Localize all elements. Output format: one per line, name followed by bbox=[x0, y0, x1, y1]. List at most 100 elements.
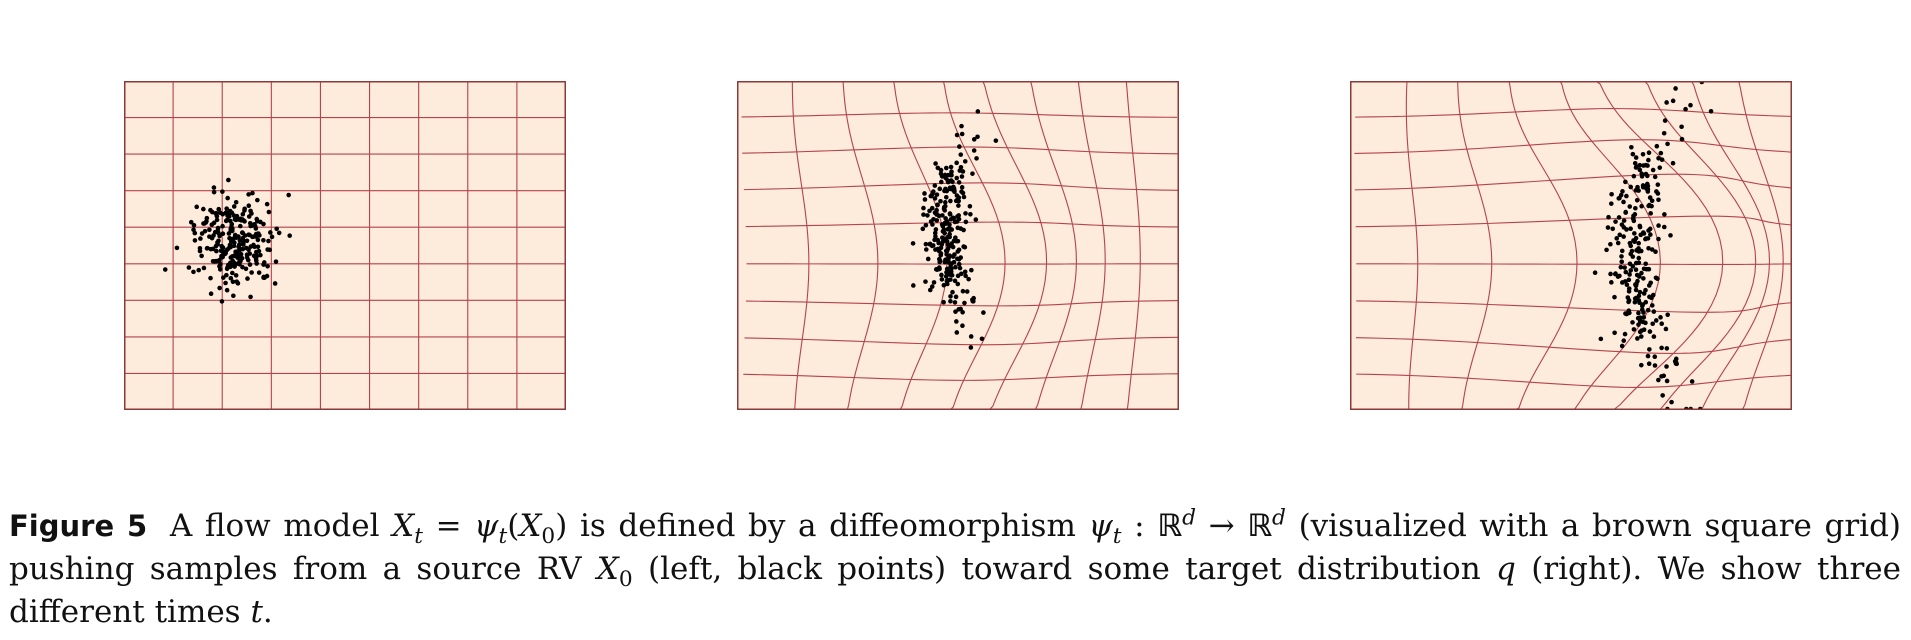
sample-point bbox=[1665, 312, 1670, 318]
sample-point bbox=[1640, 152, 1646, 157]
sample-point bbox=[954, 193, 960, 198]
sample-point bbox=[947, 212, 953, 217]
sample-point bbox=[253, 226, 259, 231]
sample-point bbox=[233, 261, 239, 267]
sample-point bbox=[1645, 163, 1650, 168]
sample-point bbox=[1621, 338, 1627, 343]
sample-point bbox=[1665, 141, 1670, 147]
sample-point bbox=[1645, 353, 1651, 359]
panel-background bbox=[738, 82, 1178, 409]
sample-point bbox=[1634, 198, 1640, 203]
sample-point bbox=[1633, 205, 1638, 211]
sample-point bbox=[950, 254, 956, 259]
sample-point bbox=[246, 203, 252, 209]
sample-point bbox=[243, 266, 249, 272]
sample-point bbox=[955, 281, 961, 287]
sample-point bbox=[249, 211, 254, 216]
sample-point bbox=[276, 230, 282, 236]
sample-point bbox=[974, 156, 979, 161]
sample-point bbox=[1656, 223, 1661, 228]
sample-point bbox=[265, 263, 270, 269]
sample-point bbox=[1639, 303, 1645, 309]
sample-point bbox=[1664, 378, 1670, 384]
sample-point bbox=[947, 222, 952, 227]
sample-point bbox=[261, 237, 266, 243]
grid-line-horizontal bbox=[1354, 139, 1792, 154]
sample-point bbox=[950, 244, 956, 250]
sample-point bbox=[962, 159, 968, 164]
sample-point bbox=[929, 284, 935, 289]
caption-text-3: (visualized with a brown square grid) pu… bbox=[9, 508, 1902, 587]
sample-point bbox=[975, 134, 980, 140]
sample-point bbox=[931, 280, 937, 285]
grid-line-horizontal bbox=[745, 300, 1179, 307]
sample-point bbox=[207, 227, 212, 233]
sample-point bbox=[920, 226, 926, 232]
sample-point bbox=[174, 245, 180, 251]
sample-point bbox=[942, 172, 948, 178]
sample-point bbox=[935, 165, 941, 171]
sample-point bbox=[922, 197, 928, 202]
panel-frame bbox=[124, 81, 566, 410]
sample-point bbox=[943, 221, 949, 226]
sample-point bbox=[1648, 232, 1653, 237]
sample-point bbox=[1670, 160, 1676, 166]
sample-point bbox=[1641, 315, 1647, 320]
grid-line-horizontal bbox=[1356, 263, 1792, 265]
sample-point bbox=[1632, 239, 1637, 245]
sample-point bbox=[1614, 236, 1620, 241]
sample-point bbox=[192, 238, 198, 243]
sample-point bbox=[204, 215, 210, 221]
sample-point bbox=[960, 309, 965, 315]
panel-right-svg bbox=[1350, 81, 1792, 410]
sample-point bbox=[209, 222, 215, 228]
sample-point bbox=[962, 269, 968, 275]
sample-point bbox=[266, 238, 271, 244]
sample-point bbox=[955, 225, 961, 231]
math-diffeomorphism: ψt : ℝd → ℝd bbox=[1088, 505, 1286, 550]
sample-point bbox=[1645, 173, 1650, 179]
sample-point bbox=[1646, 245, 1651, 251]
sample-point bbox=[1645, 307, 1651, 313]
sample-point bbox=[956, 261, 962, 267]
sample-point bbox=[951, 238, 957, 244]
sample-point bbox=[911, 283, 916, 288]
sample-point bbox=[162, 267, 168, 272]
sample-point bbox=[217, 285, 222, 291]
grid-line-horizontal bbox=[743, 182, 1179, 191]
sample-point bbox=[1636, 249, 1642, 254]
sample-point bbox=[1608, 201, 1614, 206]
panel-right-grid bbox=[1350, 81, 1792, 410]
sample-point bbox=[1649, 247, 1655, 252]
sample-point bbox=[244, 252, 250, 257]
sample-point bbox=[1659, 321, 1665, 327]
sample-point bbox=[231, 204, 237, 209]
sample-point bbox=[970, 171, 975, 176]
sample-point bbox=[1633, 287, 1639, 293]
sample-point bbox=[959, 189, 964, 194]
sample-point bbox=[964, 289, 970, 294]
sample-point bbox=[1650, 321, 1655, 327]
sample-point bbox=[199, 253, 204, 259]
sample-point bbox=[970, 298, 976, 304]
sample-point bbox=[935, 237, 941, 243]
sample-point bbox=[993, 138, 999, 143]
grid-line-vertical bbox=[1691, 81, 1771, 410]
sample-point bbox=[924, 247, 929, 252]
sample-point bbox=[945, 179, 951, 185]
sample-point bbox=[1648, 280, 1653, 286]
sample-point bbox=[286, 192, 291, 198]
sample-point bbox=[1619, 248, 1625, 254]
sample-point bbox=[1632, 299, 1638, 305]
sample-point bbox=[1632, 212, 1638, 217]
sample-point bbox=[1664, 346, 1670, 351]
sample-point bbox=[287, 233, 292, 238]
sample-point bbox=[1646, 266, 1652, 272]
sample-point bbox=[273, 259, 279, 264]
sample-point bbox=[247, 220, 253, 226]
sample-point bbox=[1656, 156, 1661, 161]
sample-point bbox=[1605, 225, 1611, 230]
sample-point bbox=[1647, 195, 1653, 200]
caption-text-4: (left, black points) toward some target … bbox=[632, 551, 1497, 587]
sample-point bbox=[1624, 193, 1629, 199]
